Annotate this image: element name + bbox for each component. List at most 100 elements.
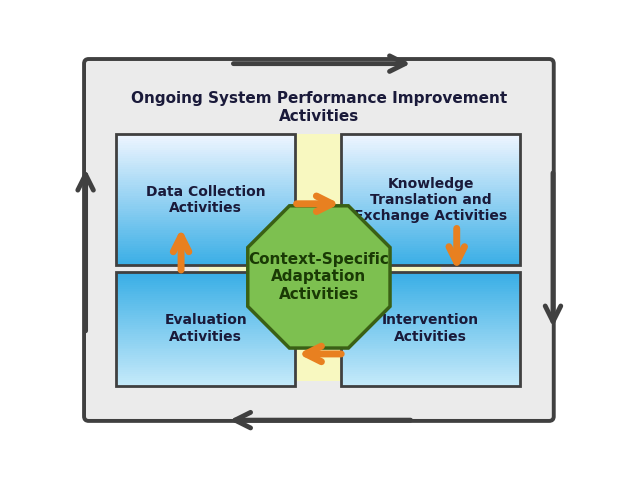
Bar: [341, 174, 520, 176]
Bar: [117, 332, 295, 335]
Bar: [341, 171, 520, 174]
Bar: [341, 304, 520, 306]
Bar: [117, 277, 295, 280]
Bar: [341, 308, 520, 310]
Bar: [117, 150, 295, 152]
Bar: [117, 200, 295, 203]
Bar: [117, 202, 295, 205]
Bar: [341, 259, 520, 262]
Bar: [341, 281, 520, 283]
Bar: [341, 226, 520, 228]
Bar: [117, 248, 295, 251]
Bar: [117, 170, 295, 172]
Bar: [117, 285, 295, 287]
Bar: [117, 148, 295, 150]
Bar: [341, 294, 520, 297]
Bar: [341, 165, 520, 168]
Bar: [341, 150, 520, 152]
Polygon shape: [248, 206, 390, 348]
Bar: [117, 198, 295, 200]
Bar: [341, 215, 520, 218]
Bar: [341, 365, 520, 367]
Bar: [117, 189, 295, 192]
Bar: [117, 300, 295, 302]
Bar: [341, 230, 520, 233]
Bar: [341, 346, 520, 348]
Bar: [341, 355, 520, 357]
Bar: [117, 230, 295, 233]
Bar: [341, 160, 520, 163]
Bar: [117, 222, 295, 224]
Bar: [117, 287, 295, 289]
Bar: [117, 206, 295, 209]
Bar: [117, 340, 295, 342]
Bar: [117, 228, 295, 231]
Bar: [117, 380, 295, 382]
Bar: [117, 272, 295, 386]
Bar: [341, 300, 520, 302]
Bar: [341, 176, 520, 179]
Bar: [341, 202, 520, 205]
Bar: [341, 217, 520, 220]
Bar: [341, 250, 520, 253]
Bar: [341, 329, 520, 331]
Bar: [341, 287, 520, 289]
Bar: [341, 154, 520, 157]
Bar: [341, 283, 520, 285]
Bar: [341, 224, 520, 227]
Bar: [341, 241, 520, 244]
Bar: [117, 327, 295, 329]
Bar: [341, 361, 520, 363]
Bar: [117, 349, 295, 352]
Bar: [117, 167, 295, 170]
Bar: [117, 329, 295, 331]
Bar: [341, 313, 520, 316]
Bar: [341, 275, 520, 278]
Bar: [341, 327, 520, 329]
Bar: [341, 228, 520, 231]
Bar: [117, 355, 295, 357]
Bar: [341, 237, 520, 240]
Bar: [199, 135, 441, 381]
Bar: [117, 361, 295, 363]
Bar: [117, 257, 295, 259]
Bar: [117, 171, 295, 174]
Bar: [117, 311, 295, 314]
Text: Knowledge
Translation and
Exchange Activities: Knowledge Translation and Exchange Activ…: [354, 177, 507, 223]
Bar: [117, 334, 295, 337]
Bar: [117, 308, 295, 310]
Bar: [341, 180, 520, 183]
Bar: [117, 226, 295, 228]
Bar: [117, 163, 295, 165]
Bar: [341, 152, 520, 155]
Bar: [117, 195, 295, 198]
Bar: [117, 281, 295, 283]
Bar: [117, 378, 295, 380]
Bar: [117, 191, 295, 194]
Bar: [117, 143, 295, 146]
Text: Intervention
Activities: Intervention Activities: [382, 313, 479, 343]
Bar: [341, 222, 520, 224]
Bar: [341, 206, 520, 209]
Bar: [117, 309, 295, 312]
Bar: [117, 336, 295, 338]
Bar: [117, 272, 295, 274]
Bar: [341, 219, 520, 222]
Bar: [341, 293, 520, 295]
Bar: [117, 252, 295, 255]
Bar: [117, 331, 295, 333]
Bar: [117, 137, 295, 139]
Bar: [117, 194, 295, 196]
Bar: [341, 366, 520, 369]
Bar: [117, 237, 295, 240]
Bar: [341, 309, 520, 312]
Bar: [117, 365, 295, 367]
Bar: [341, 334, 520, 337]
Bar: [117, 224, 295, 227]
Bar: [341, 272, 520, 274]
Bar: [341, 368, 520, 371]
Bar: [117, 317, 295, 319]
Text: Data Collection
Activities: Data Collection Activities: [146, 185, 265, 215]
Bar: [117, 204, 295, 207]
Bar: [341, 353, 520, 355]
